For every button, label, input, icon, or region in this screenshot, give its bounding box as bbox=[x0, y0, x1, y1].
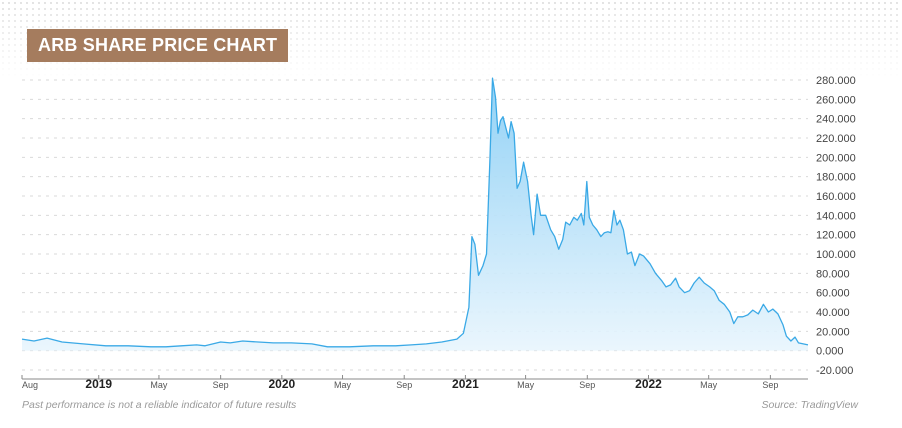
price-area-layer bbox=[21, 77, 809, 351]
x-tick-label: May bbox=[517, 380, 535, 390]
y-tick-label: 140.000 bbox=[816, 210, 856, 222]
y-tick-label: 60.000 bbox=[816, 288, 850, 300]
y-tick-label: 120.000 bbox=[816, 230, 856, 242]
x-tick-label: 2020 bbox=[268, 377, 295, 391]
x-tick-label: Sep bbox=[762, 380, 778, 390]
x-axis: Aug 2019 May Sep 2020 May Sep 2021 May Sep 2022 May… bbox=[21, 375, 808, 391]
y-tick-label: 280.000 bbox=[816, 75, 856, 87]
y-tick-label: -20.000 bbox=[816, 365, 853, 377]
y-tick-label: 20.000 bbox=[816, 326, 850, 338]
x-tick-label: May bbox=[334, 380, 352, 390]
x-tick-label: Sep bbox=[579, 380, 595, 390]
x-tick-label: Sep bbox=[396, 380, 412, 390]
x-tick-label: 2022 bbox=[635, 377, 662, 391]
y-tick-label: 40.000 bbox=[816, 307, 850, 319]
price-line bbox=[21, 77, 809, 348]
x-tick-label: Aug bbox=[22, 380, 38, 390]
y-tick-label: 240.000 bbox=[816, 114, 856, 126]
y-tick-label: 160.000 bbox=[816, 191, 856, 203]
y-tick-label: 260.000 bbox=[816, 94, 856, 106]
y-tick-label: 80.000 bbox=[816, 268, 850, 280]
disclaimer-text: Past performance is not a reliable indic… bbox=[22, 399, 297, 411]
y-axis: 280.000 260.000 240.000 220.000 200.000 180.0… bbox=[816, 75, 856, 377]
x-tick-label: May bbox=[700, 380, 718, 390]
y-tick-label: 220.000 bbox=[816, 133, 856, 145]
price-area-fill bbox=[22, 78, 808, 351]
x-tick-label: May bbox=[150, 380, 168, 390]
x-tick-label: Sep bbox=[213, 380, 229, 390]
x-tick-label: 2021 bbox=[452, 377, 479, 391]
y-tick-label: 180.000 bbox=[816, 172, 856, 184]
source-text: Source: TradingView bbox=[761, 399, 859, 411]
chart-title: ARB SHARE PRICE CHART bbox=[27, 29, 289, 62]
y-tick-label: 200.000 bbox=[816, 152, 856, 164]
y-tick-label: 100.000 bbox=[816, 249, 856, 261]
y-tick-label: 0.000 bbox=[816, 346, 844, 358]
x-tick-label: 2019 bbox=[85, 377, 112, 391]
